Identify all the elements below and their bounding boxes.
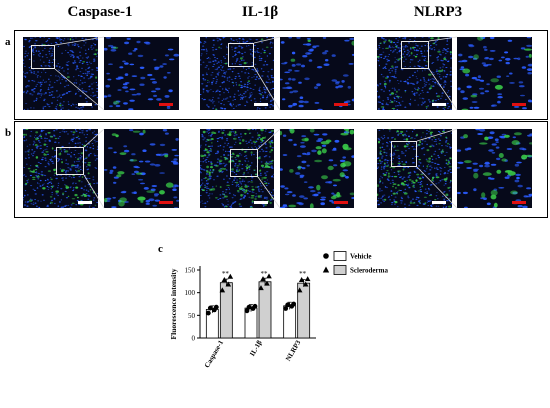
x-tick-label: Caspase-1 <box>203 339 225 370</box>
y-tick-label: 50 <box>188 312 196 320</box>
data-point-vehicle <box>291 301 297 307</box>
data-point-vehicle <box>285 302 291 308</box>
data-point-scleroderma <box>298 276 305 282</box>
column-title-nlrp3: NLRP3 <box>413 4 463 20</box>
data-point-vehicle <box>283 306 289 311</box>
legend-marker-vehicle <box>323 253 329 259</box>
data-point-vehicle <box>246 304 252 310</box>
data-point-vehicle <box>205 310 211 316</box>
data-point-scleroderma <box>264 280 270 286</box>
scale-bar <box>159 103 173 106</box>
data-point-vehicle <box>252 303 258 309</box>
column-title-caspase: Caspase-1 <box>67 4 133 20</box>
legend-label: Scleroderma <box>350 267 388 275</box>
micrograph-zoom <box>457 129 532 208</box>
data-point-vehicle <box>213 304 219 310</box>
legend-swatch <box>333 265 347 275</box>
inset-box <box>228 43 254 67</box>
y-tick-label: 100 <box>185 289 196 297</box>
x-tick-label: NLRP3 <box>284 339 302 363</box>
inset-box <box>230 149 258 177</box>
data-point-scleroderma <box>219 287 226 293</box>
panel-a-frame <box>14 30 548 120</box>
legend-marker-scleroderma <box>322 266 330 273</box>
data-point-vehicle <box>244 308 250 314</box>
significance-marker: ** <box>222 270 230 278</box>
y-tick-label: 150 <box>185 267 196 275</box>
micrograph-zoom <box>104 129 179 208</box>
x-tick-label: IL-1β <box>248 339 264 358</box>
legend-swatch <box>333 251 347 261</box>
data-point-scleroderma <box>227 273 234 279</box>
significance-marker: ** <box>299 270 307 278</box>
inset-box <box>31 45 55 69</box>
micrograph-zoom <box>280 129 354 208</box>
data-point-vehicle <box>207 305 213 311</box>
data-point-scleroderma <box>258 285 264 291</box>
micrograph-zoom <box>457 37 532 110</box>
scale-bar <box>512 103 526 106</box>
y-axis-label: Fluorescence intensity <box>169 268 178 339</box>
data-point-scleroderma <box>260 276 266 282</box>
panel-a-label: a <box>5 36 11 48</box>
bar-scleroderma <box>258 281 272 339</box>
inset-box <box>391 141 417 167</box>
data-point-scleroderma <box>302 281 309 287</box>
scale-bar <box>159 201 173 204</box>
scale-bar <box>512 201 526 204</box>
data-point-scleroderma <box>296 287 303 293</box>
panel-b-frame <box>14 121 548 218</box>
panel-b-label: b <box>5 127 12 139</box>
data-point-scleroderma <box>266 273 272 279</box>
micrograph-zoom <box>104 37 179 110</box>
significance-marker: ** <box>261 270 269 278</box>
data-point-scleroderma <box>225 281 232 287</box>
inset-box <box>401 41 429 69</box>
column-title-il1b: IL-1β <box>241 4 279 20</box>
data-point-scleroderma <box>221 276 228 282</box>
data-point-scleroderma <box>304 276 311 282</box>
inset-box <box>56 147 84 175</box>
legend-label: Vehicle <box>350 253 372 261</box>
y-tick-label: 0 <box>192 335 196 343</box>
micrograph-zoom <box>280 37 354 110</box>
scale-bar <box>334 103 348 106</box>
scale-bar <box>334 201 348 204</box>
panel-c-label: c <box>158 243 163 255</box>
